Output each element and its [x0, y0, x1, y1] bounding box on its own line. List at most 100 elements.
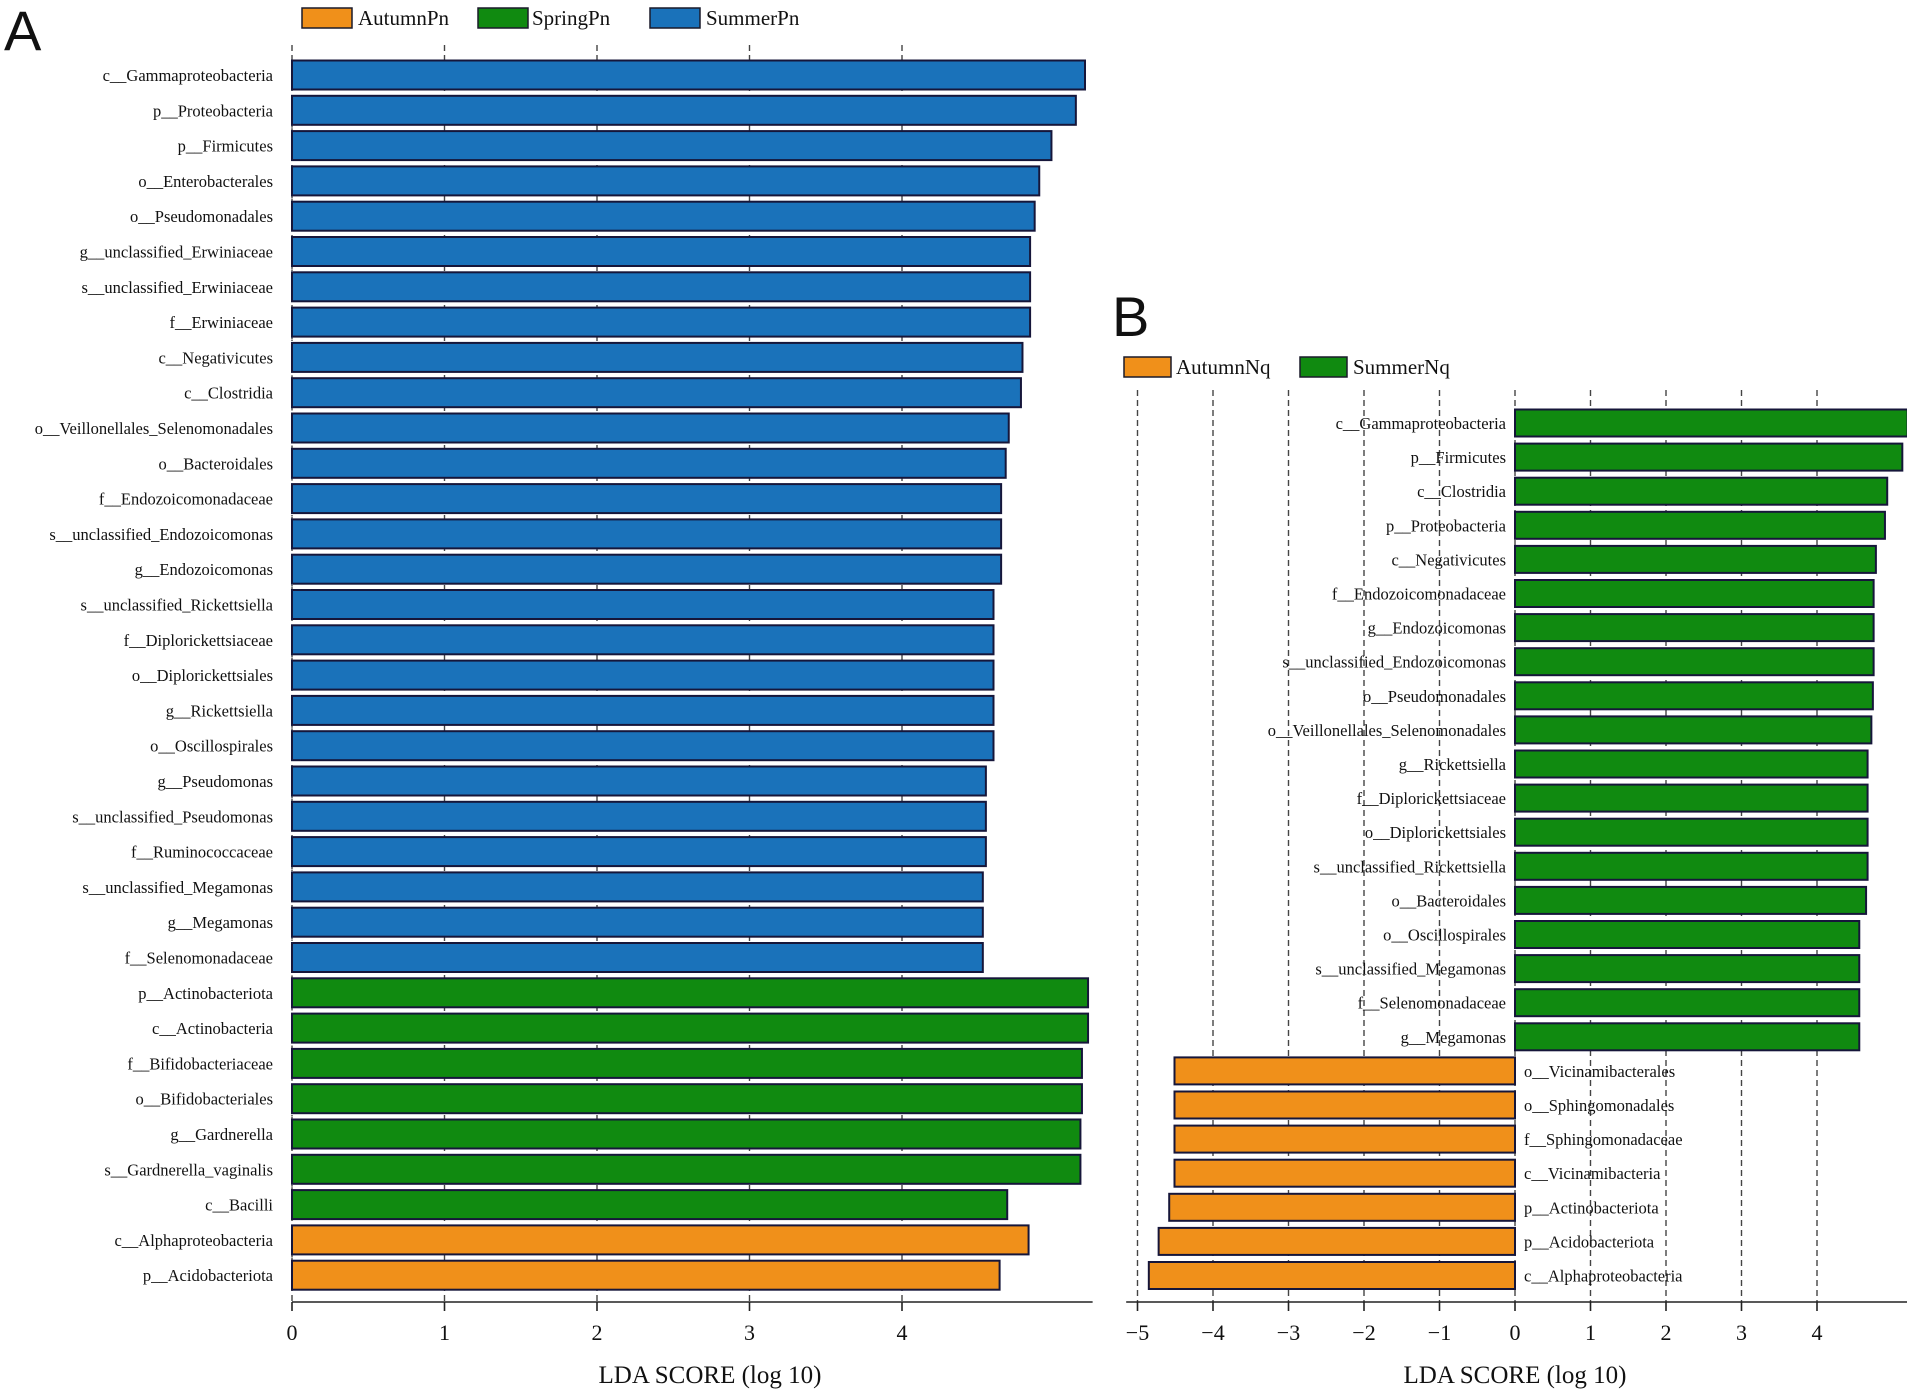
bar-label-a-p-actinobacteriota: p__Actinobacteriota — [138, 984, 273, 1003]
bar-label-a-p-acidobacteriota: p__Acidobacteriota — [143, 1266, 274, 1285]
bar-label-a-p-firmicutes: p__Firmicutes — [178, 137, 273, 156]
bar-label-a-s-unclassified-endozoicomonas: s__unclassified_Endozoicomonas — [49, 525, 273, 544]
bar-a-o-bifidobacteriales — [291, 1083, 1083, 1115]
bar-label-a-g-pseudomonas: g__Pseudomonas — [158, 772, 274, 791]
bar-label-b-s-unclassified-rickettsiella: s__unclassified_Rickettsiella — [1314, 857, 1507, 876]
bar-b-g-rickettsiella — [1514, 749, 1869, 779]
bar-b-o-pseudomonadales — [1514, 681, 1874, 711]
bar-b-g-endozoicomonas — [1514, 613, 1875, 643]
bar-label-b-o-vicinamibacterales: o__Vicinamibacterales — [1524, 1062, 1675, 1081]
bar-b-c-clostridia — [1514, 476, 1889, 506]
x-tick-label-b-2: −2 — [1352, 1320, 1375, 1345]
bar-b-o-diplorickettsiales — [1514, 817, 1869, 847]
bar-a-f-bifidobacteriaceae — [291, 1047, 1083, 1079]
bar-label-a-p-proteobacteria: p__Proteobacteria — [153, 101, 274, 120]
bar-label-a-c-negativicutes: c__Negativicutes — [158, 348, 273, 367]
bar-label-b-p-proteobacteria: p__Proteobacteria — [1386, 516, 1507, 535]
bar-b-f-diplorickettsiaceae — [1514, 783, 1869, 813]
bar-label-b-s-unclassified-megamonas: s__unclassified_Megamonas — [1315, 960, 1506, 979]
bar-a-o-veillonellales-selenomonadales — [291, 412, 1010, 444]
bar-label-a-s-unclassified-pseudomonas: s__unclassified_Pseudomonas — [72, 807, 273, 826]
bar-label-b-g-endozoicomonas: g__Endozoicomonas — [1368, 619, 1506, 638]
panel-b-letter: B — [1112, 285, 1149, 348]
bar-label-b-c-alphaproteobacteria: c__Alphaproteobacteria — [1524, 1267, 1683, 1286]
bar-a-o-diplorickettsiales — [291, 659, 995, 691]
bar-a-o-pseudomonadales — [291, 200, 1036, 232]
bar-a-g-pseudomonas — [291, 765, 987, 797]
bar-a-p-actinobacteriota — [291, 977, 1090, 1009]
bar-a-f-selenomonadaceae — [291, 942, 984, 973]
bar-b-f-endozoicomonadaceae — [1514, 579, 1875, 608]
bar-label-a-g-rickettsiella: g__Rickettsiella — [166, 701, 274, 720]
bar-b-p-firmicutes — [1514, 442, 1904, 472]
bar-label-a-o-enterobacterales: o__Enterobacterales — [138, 172, 273, 191]
bar-label-a-f-endozoicomonadaceae: f__Endozoicomonadaceae — [99, 490, 273, 509]
bar-a-o-enterobacterales — [291, 165, 1041, 197]
bar-b-o-oscillospirales — [1514, 920, 1861, 949]
bar-label-a-s-unclassified-megamonas: s__unclassified_Megamonas — [82, 878, 273, 897]
bar-b-p-actinobacteriota — [1168, 1192, 1516, 1222]
bar-label-b-o-diplorickettsiales: o__Diplorickettsiales — [1365, 823, 1506, 842]
bar-label-b-o-pseudomonadales: o__Pseudomonadales — [1363, 687, 1506, 706]
bar-label-b-g-megamonas: g__Megamonas — [1401, 1028, 1506, 1047]
bar-label-a-c-gammaproteobacteria: c__Gammaproteobacteria — [103, 66, 274, 85]
legend-swatch-autumnpn — [301, 7, 353, 29]
bar-a-p-firmicutes — [291, 130, 1053, 162]
legend-label-autumnpn: AutumnPn — [358, 6, 450, 30]
x-tick-label-a-0: 0 — [287, 1320, 298, 1345]
bar-b-s-unclassified-rickettsiella — [1514, 851, 1869, 881]
bar-b-c-negativicutes — [1514, 544, 1877, 574]
bar-b-c-gammaproteobacteria — [1514, 408, 1907, 438]
bar-b-s-unclassified-endozoicomonas — [1514, 647, 1875, 677]
bar-label-b-o-veillonellales-selenomonadales: o__Veillonellales_Selenomonadales — [1268, 721, 1506, 740]
bar-label-a-s-unclassified-rickettsiella: s__unclassified_Rickettsiella — [81, 596, 274, 615]
bar-a-p-proteobacteria — [291, 94, 1077, 126]
bar-label-b-p-firmicutes: p__Firmicutes — [1411, 448, 1506, 467]
bar-label-a-g-endozoicomonas: g__Endozoicomonas — [135, 560, 273, 579]
x-tick-label-b-3: −3 — [1277, 1320, 1300, 1345]
bar-label-a-f-erwiniaceae: f__Erwiniaceae — [169, 313, 273, 332]
x-tick-label-b-4: −4 — [1201, 1320, 1224, 1345]
bar-a-c-alphaproteobacteria — [291, 1224, 1030, 1256]
x-axis-title-a: LDA SCORE (log 10) — [599, 1362, 822, 1389]
bar-a-g-megamonas — [291, 906, 984, 938]
bar-a-c-clostridia — [291, 377, 1022, 409]
bar-a-s-unclassified-erwiniaceae — [291, 271, 1032, 303]
bar-a-c-bacilli — [291, 1189, 1009, 1221]
legend-swatch-springpn — [477, 7, 529, 29]
bar-a-c-negativicutes — [291, 341, 1024, 373]
bar-a-g-rickettsiella — [291, 694, 995, 726]
bar-label-b-g-rickettsiella: g__Rickettsiella — [1399, 755, 1507, 774]
bar-label-b-c-clostridia: c__Clostridia — [1417, 482, 1507, 501]
bar-b-f-selenomonadaceae — [1514, 988, 1861, 1018]
x-tick-label-b-5: −5 — [1126, 1320, 1149, 1345]
x-tick-label-a-3: 3 — [744, 1320, 755, 1345]
bar-label-b-o-sphingomonadales: o__Sphingomonadales — [1524, 1096, 1674, 1115]
bar-a-c-gammaproteobacteria — [291, 59, 1086, 91]
x-tick-label-b-1: 1 — [1585, 1320, 1596, 1345]
bar-label-b-o-oscillospirales: o__Oscillospirales — [1383, 926, 1506, 945]
bar-label-a-f-selenomonadaceae: f__Selenomonadaceae — [125, 949, 273, 968]
bar-label-a-f-bifidobacteriaceae: f__Bifidobacteriaceae — [127, 1054, 273, 1073]
bar-b-c-vicinamibacteria — [1173, 1158, 1516, 1188]
legend-label-summerpn: SummerPn — [706, 6, 800, 30]
bar-label-a-o-oscillospirales: o__Oscillospirales — [150, 737, 273, 756]
legend-label-autumnnq: AutumnNq — [1176, 355, 1271, 379]
bar-label-b-f-endozoicomonadaceae: f__Endozoicomonadaceae — [1332, 585, 1506, 604]
bar-label-a-f-ruminococcaceae: f__Ruminococcaceae — [131, 843, 273, 862]
bar-a-s-unclassified-rickettsiella — [291, 589, 995, 620]
bar-label-a-o-diplorickettsiales: o__Diplorickettsiales — [132, 666, 273, 685]
bar-b-p-proteobacteria — [1514, 510, 1886, 540]
bar-a-g-unclassified-erwiniaceae — [291, 236, 1032, 267]
bar-b-g-megamonas — [1514, 1022, 1861, 1052]
bar-label-b-f-diplorickettsiaceae: f__Diplorickettsiaceae — [1357, 789, 1506, 808]
legend-swatch-summerpn — [649, 7, 701, 29]
bar-a-s-unclassified-megamonas — [291, 871, 984, 903]
bar-label-b-o-bacteroidales: o__Bacteroidales — [1391, 891, 1506, 910]
bar-label-a-o-bacteroidales: o__Bacteroidales — [158, 454, 273, 473]
bar-label-a-o-veillonellales-selenomonadales: o__Veillonellales_Selenomonadales — [35, 419, 273, 438]
bar-a-c-actinobacteria — [291, 1012, 1090, 1044]
bar-label-b-c-vicinamibacteria: c__Vicinamibacteria — [1524, 1164, 1661, 1183]
bar-label-b-s-unclassified-endozoicomonas: s__unclassified_Endozoicomonas — [1282, 653, 1506, 672]
